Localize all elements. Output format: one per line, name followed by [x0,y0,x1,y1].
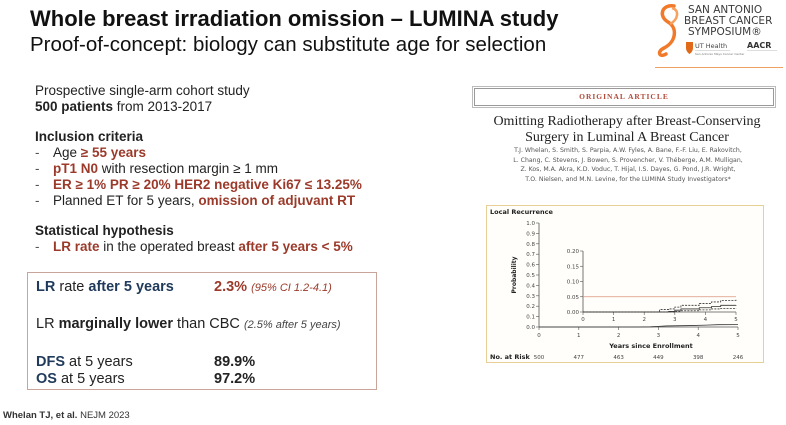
item-text: Age [53,145,81,160]
ribbon-icon [657,4,677,58]
patient-count: 500 patients from 2013-2017 [35,99,212,114]
aacr-logo: AACR [747,41,771,50]
x-axis-label: Years since Enrollment [608,342,693,350]
logo-line2: BREAST CANCER [684,15,772,27]
os-label: OS at 5 years [36,371,125,387]
inclusion-item: - ER ≥ 1% PR ≥ 20% HER2 negative Ki67 ≤ 1… [35,177,362,192]
local-recurrence-chart: Local Recurrence Probability Years since… [486,205,764,363]
at-risk-label: No. at Risk [490,353,530,361]
x-tick-label: 4 [696,333,700,339]
item-highlight: ≥ 55 years [80,145,146,160]
reference-citation: Whelan TJ, et al. NEJM 2023 [3,410,130,421]
lr-ci: (95% CI 1.2-4.1) [251,282,332,294]
sabcs-logo: SAN ANTONIO BREAST CANCER SYMPOSIUM® UT … [652,2,786,60]
inset-x-tick-label: 3 [673,317,677,323]
inset-x-tick-label: 4 [704,317,708,323]
os-value: 97.2% [214,371,256,387]
chart-title: Local Recurrence [490,208,554,216]
article-banner: ORIGINAL ARTICLE [472,86,776,108]
inset-ci-line [583,307,737,313]
x-tick-label: 0 [537,333,541,339]
inclusion-item: - Age ≥ 55 years [35,145,146,160]
header-divider [655,67,783,68]
inclusion-heading: Inclusion criteria [35,129,144,144]
article-authors: T.J. Whelan, S. Smith, S. Parpia, A.W. F… [513,147,743,183]
item-text: Planned ET for 5 years, [53,193,199,208]
ut-health-label: UT Health [695,42,727,50]
y-tick-label: 0.2 [526,304,535,310]
hypothesis-highlight: after 5 years < 5% [238,239,353,254]
at-risk-value: 246 [733,355,744,361]
at-risk-value: 449 [653,355,664,361]
inset-x-tick-label: 2 [642,317,646,323]
x-tick-label: 2 [617,333,621,339]
at-risk-value: 477 [574,355,585,361]
hypothesis-heading: Statistical hypothesis [35,223,174,238]
y-tick-label: 0.7 [526,252,535,258]
inset-y-tick-label: 0.00 [567,310,580,316]
study-design: Prospective single-arm cohort study [35,83,250,98]
dfs-value: 89.9% [214,354,256,370]
inset-y-tick-label: 0.05 [567,295,580,301]
x-tick-label: 3 [657,333,661,339]
patient-count-rest: from 2013-2017 [113,99,213,114]
dfs-label: DFS at 5 years [36,354,133,370]
y-tick-label: 0.3 [526,294,535,300]
inset-y-tick-label: 0.10 [567,280,580,286]
at-risk-value: 463 [613,355,624,361]
hypothesis-highlight: LR rate [53,239,100,254]
x-tick-label: 1 [577,333,581,339]
item-highlight: pT1 N0 [53,161,99,176]
at-risk-value: 500 [534,355,545,361]
item-highlight: ER ≥ 1% PR ≥ 20% HER2 negative Ki67 ≤ 13… [53,177,362,192]
lr-rate-label: LR rate after 5 years [36,279,174,295]
y-tick-label: 0.0 [526,325,535,331]
y-tick-label: 0.8 [526,242,535,248]
lr-rate-value: 2.3% (95% CI 1.2-4.1) [214,279,332,295]
y-tick-label: 0.4 [526,283,535,289]
inset-background [561,245,744,324]
y-axis-label: Probability [511,256,518,293]
article-title: Omitting Radiotherapy after Breast-Conse… [493,114,761,145]
y-tick-label: 0.5 [526,273,535,279]
ut-health-sub: San Antonio Mays Cancer Center [695,52,745,56]
main-series-line [539,324,739,328]
hypothesis-text: in the operated breast [99,239,239,254]
ut-shield-icon [686,42,693,54]
at-risk-value: 398 [693,355,704,361]
slide-subtitle: Proof-of-concept: biology can substitute… [30,33,547,56]
slide-title: Whole breast irradiation omission – LUMI… [30,6,559,31]
y-tick-label: 0.9 [526,231,535,237]
inset-ci-line [583,299,737,313]
inclusion-item: - Planned ET for 5 years, omission of adj… [35,193,356,208]
item-highlight: omission of adjuvant RT [198,193,356,208]
y-tick-label: 0.6 [526,263,535,269]
item-tail: with resection margin ≥ 1 mm [98,161,278,176]
hypothesis-item: - LR rate in the operated breast after 5 … [35,239,353,254]
logo-line3: SYMPOSIUM® [688,26,762,38]
inclusion-item: - pT1 N0 with resection margin ≥ 1 mm [35,161,278,176]
results-summary-box: LR rate after 5 years 2.3% (95% CI 1.2-4… [27,272,377,390]
y-tick-label: 1.0 [526,221,535,227]
cbc-comparison: LR marginally lower than CBC (2.5% after… [36,316,341,332]
logo-line1: SAN ANTONIO [688,4,762,16]
inset-y-tick-label: 0.20 [567,249,580,255]
inset-y-tick-label: 0.15 [567,264,580,270]
inset-x-tick-label: 1 [612,317,616,323]
inset-x-tick-label: 5 [734,317,738,323]
x-tick-label: 5 [736,333,740,339]
y-tick-label: 0.1 [526,315,535,321]
inset-series-line [583,304,737,313]
inset-x-tick-label: 0 [581,317,585,323]
patient-count-bold: 500 patients [35,99,114,114]
